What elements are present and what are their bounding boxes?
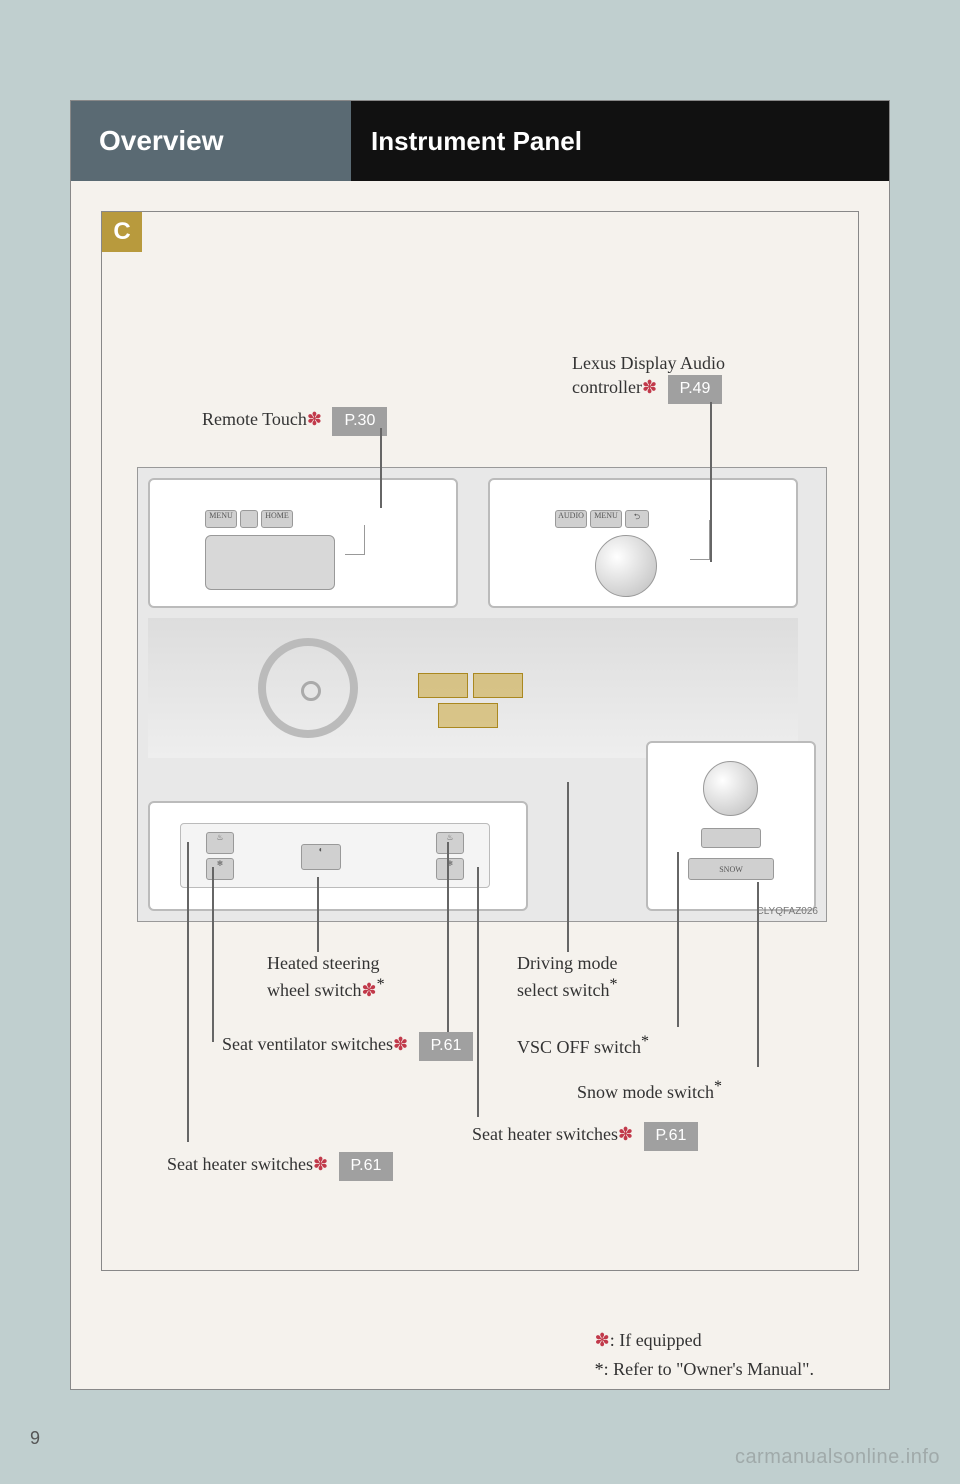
leader-line xyxy=(477,867,479,1117)
label-seat-heater-right: Seat heater switches✽ P.61 xyxy=(472,1122,698,1151)
controller-knob xyxy=(595,535,657,597)
label-vsc-off: VSC OFF switch* xyxy=(517,1032,649,1059)
seat-heat-left-icon: ♨ xyxy=(206,832,234,854)
panel-drive-mode: SNOW xyxy=(646,741,816,911)
section-badge: C xyxy=(102,212,142,252)
seat-ventilator-text: Seat ventilator switches xyxy=(222,1034,393,1054)
page-number: 9 xyxy=(30,1428,40,1449)
leader-line xyxy=(187,842,189,1142)
page-header: Overview Instrument Panel xyxy=(71,101,889,181)
switch-strip: ♨ ❄ ◐ ♨ ❄ xyxy=(180,823,490,888)
leader-line xyxy=(447,842,449,1042)
seat-vent-left-icon: ❄ xyxy=(206,858,234,880)
callout-bracket xyxy=(690,520,710,560)
menu-button: MENU xyxy=(205,510,237,528)
asterisk-icon: ✽ xyxy=(307,409,322,429)
leader-line xyxy=(710,402,712,562)
menu-button: MENU xyxy=(590,510,622,528)
asterisk-icon: ✽ xyxy=(595,1330,610,1350)
lexus-display-line2: controller xyxy=(572,377,642,397)
page-ref: P.61 xyxy=(419,1032,474,1061)
header-overview: Overview xyxy=(71,101,351,181)
touchpad xyxy=(205,535,335,590)
label-heated-steering: Heated steering wheel switch✽* xyxy=(267,952,385,1003)
leader-line xyxy=(757,882,759,1067)
leader-line xyxy=(317,877,319,952)
steering-wheel-icon xyxy=(258,638,358,738)
home-button: HOME xyxy=(261,510,293,528)
manual-page: Overview Instrument Panel C Remote Touch… xyxy=(70,100,890,1390)
return-button: ⮌ xyxy=(625,510,649,528)
lexus-display-line1: Lexus Display Audio xyxy=(572,353,725,373)
panel-remote-touch: MENU HOME xyxy=(148,478,458,608)
asterisk-icon: ✽ xyxy=(642,377,657,397)
panel-display-audio: AUDIO MENU ⮌ xyxy=(488,478,798,608)
steering-hub xyxy=(301,681,321,701)
footnote-black: : Refer to "Owner's Manual". xyxy=(604,1359,814,1379)
back-button xyxy=(240,510,258,528)
header-title: Instrument Panel xyxy=(351,101,889,181)
leader-line xyxy=(567,782,569,952)
footnote-red: : If equipped xyxy=(610,1330,702,1350)
leader-line xyxy=(380,428,382,508)
highlight-remote xyxy=(418,673,468,698)
interior-sketch xyxy=(148,618,798,758)
label-driving-mode: Driving mode select switch* xyxy=(517,952,618,1003)
label-remote-touch: Remote Touch✽ P.30 xyxy=(202,407,387,436)
content-frame: C Remote Touch✽ P.30 Lexus Display Audio… xyxy=(101,211,859,1271)
label-lexus-display: Lexus Display Audio controller✽ P.49 xyxy=(572,352,725,404)
asterisk-icon: ✽ xyxy=(393,1034,408,1054)
driving-mode-line2: select switch xyxy=(517,980,609,1000)
page-ref: P.49 xyxy=(668,375,723,404)
page-ref: P.61 xyxy=(339,1152,394,1181)
star-icon: * xyxy=(595,1359,604,1379)
star-icon: * xyxy=(377,976,385,993)
highlight-display xyxy=(473,673,523,698)
vsc-button xyxy=(701,828,761,848)
leader-line xyxy=(677,852,679,1027)
seat-heater-right-text: Seat heater switches xyxy=(472,1124,618,1144)
seat-vent-right-icon: ❄ xyxy=(436,858,464,880)
driving-mode-line1: Driving mode xyxy=(517,953,618,973)
heated-steering-line1: Heated steering xyxy=(267,953,379,973)
asterisk-icon: ✽ xyxy=(618,1124,633,1144)
label-seat-heater-left: Seat heater switches✽ P.61 xyxy=(167,1152,393,1181)
drive-mode-knob xyxy=(703,761,758,816)
steering-heat-icon: ◐ xyxy=(301,844,341,870)
audio-button: AUDIO xyxy=(555,510,587,528)
star-icon: * xyxy=(714,1078,722,1095)
highlight-switches xyxy=(438,703,498,728)
label-snow-mode: Snow mode switch* xyxy=(577,1077,722,1104)
snow-mode-text: Snow mode switch xyxy=(577,1082,714,1102)
diagram-code: CLYQFAZ026 xyxy=(756,906,818,917)
instrument-diagram: MENU HOME AUDIO MENU ⮌ ♨ ❄ ◐ ♨ xyxy=(137,467,827,922)
vsc-off-text: VSC OFF switch xyxy=(517,1037,641,1057)
leader-line xyxy=(212,867,214,1042)
asterisk-icon: ✽ xyxy=(361,980,376,1000)
remote-touch-text: Remote Touch xyxy=(202,409,307,429)
snow-button: SNOW xyxy=(688,858,774,880)
watermark: carmanualsonline.info xyxy=(735,1446,940,1469)
label-seat-ventilator: Seat ventilator switches✽ P.61 xyxy=(222,1032,473,1061)
seat-heat-right-icon: ♨ xyxy=(436,832,464,854)
star-icon: * xyxy=(641,1033,649,1050)
asterisk-icon: ✽ xyxy=(313,1154,328,1174)
heated-steering-line2: wheel switch xyxy=(267,980,361,1000)
panel-seat-switches: ♨ ❄ ◐ ♨ ❄ xyxy=(148,801,528,911)
page-ref: P.61 xyxy=(644,1122,699,1151)
seat-heater-left-text: Seat heater switches xyxy=(167,1154,313,1174)
footnotes: ✽: If equipped *: Refer to "Owner's Manu… xyxy=(595,1326,814,1384)
callout-bracket xyxy=(345,525,365,555)
star-icon: * xyxy=(609,976,617,993)
